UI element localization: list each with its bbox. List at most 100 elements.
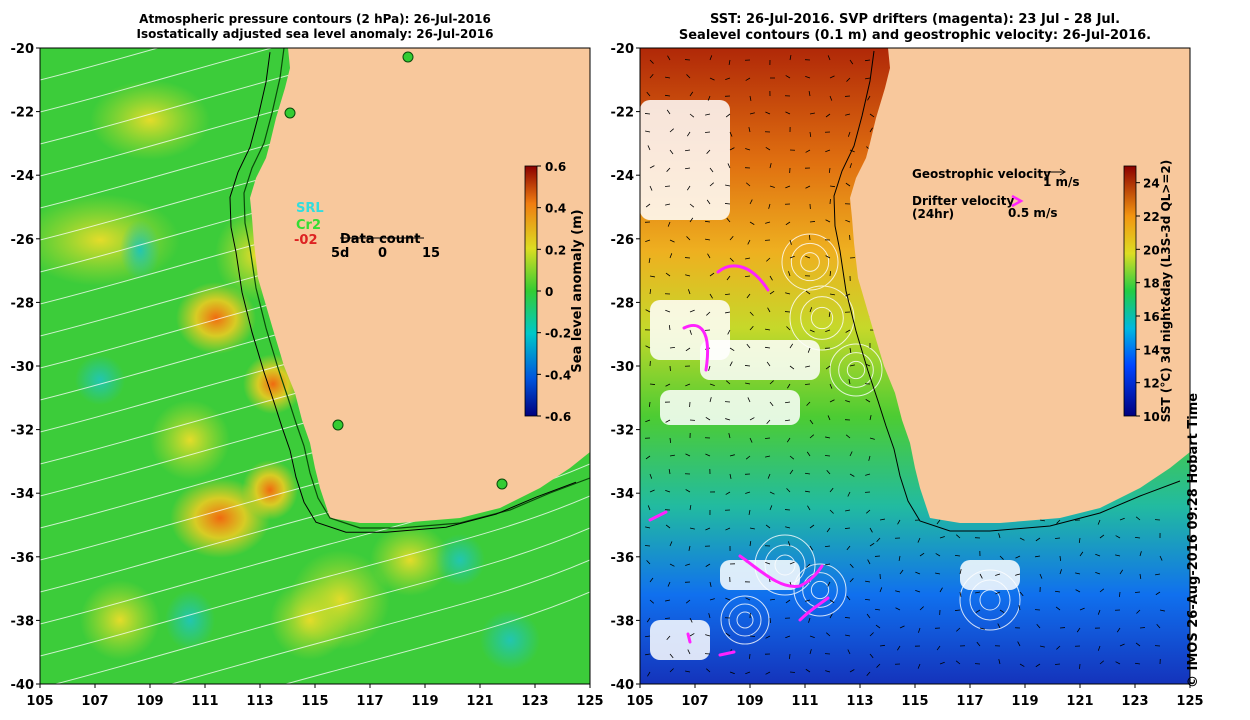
velocity-arrow — [705, 634, 711, 637]
left-xtick-label: 117 — [356, 694, 383, 709]
velocity-arrow — [847, 131, 851, 137]
velocity-arrow — [669, 128, 674, 133]
velocity-arrow — [1097, 645, 1101, 651]
velocity-arrow — [845, 400, 851, 403]
velocity-arrow — [787, 541, 791, 547]
velocity-arrow — [1159, 555, 1163, 561]
velocity-arrow — [875, 624, 881, 629]
right-xtick-label: 123 — [1121, 694, 1148, 709]
velocity-arrow — [729, 347, 735, 352]
left-station-legend: SRL Cr2 -02 — [294, 201, 324, 248]
velocity-arrow — [786, 437, 791, 443]
velocity-arrow — [725, 184, 731, 187]
velocity-arrow — [724, 293, 731, 296]
velocity-arrow — [647, 671, 651, 677]
velocity-arrow — [728, 433, 731, 439]
velocity-arrow — [849, 59, 854, 65]
velocity-arrow — [689, 203, 695, 208]
velocity-arrow — [935, 553, 941, 557]
sealevel-contour — [736, 611, 754, 629]
velocity-arrow — [707, 253, 711, 259]
velocity-arrow — [917, 537, 921, 543]
colorbar-tick-label: 0 — [545, 285, 553, 299]
tide-station-marker — [332, 419, 344, 431]
velocity-arrow — [806, 401, 811, 406]
left-shelf-line — [229, 52, 577, 533]
velocity-arrow — [807, 505, 811, 511]
velocity-arrow — [708, 365, 711, 371]
colorbar-tick-label: 22 — [1143, 210, 1160, 224]
velocity-arrow — [687, 649, 691, 655]
sealevel-contour — [754, 534, 816, 596]
velocity-arrow — [725, 311, 731, 314]
velocity-arrow — [847, 491, 851, 497]
velocity-arrow — [825, 436, 831, 439]
velocity-arrow — [845, 434, 851, 439]
velocity-arrow — [895, 607, 901, 611]
velocity-arrow — [769, 401, 774, 407]
velocity-arrow — [954, 555, 961, 557]
velocity-arrow — [869, 653, 874, 659]
right-xtick-label: 113 — [846, 694, 873, 709]
right-ytick-label: -26 — [611, 233, 635, 248]
velocity-arrow — [706, 668, 711, 673]
velocity-arrow — [709, 581, 712, 587]
sealevel-contour — [979, 589, 1001, 611]
velocity-arrow — [897, 645, 901, 651]
velocity-arrow — [769, 163, 772, 169]
velocity-arrow — [869, 632, 874, 637]
left-colorbar-ramp — [524, 165, 538, 417]
velocity-arrow — [1135, 642, 1141, 647]
velocity-arrow — [649, 599, 655, 604]
velocity-arrow — [786, 326, 791, 331]
sealevel-contour — [793, 563, 847, 617]
right-colorbar: 24 22 20 18 16 14 12 10 SST (°C) 3d night&day (… — [1123, 160, 1173, 424]
velocity-arrow — [809, 221, 816, 223]
velocity-arrow — [685, 489, 691, 493]
velocity-arrow — [645, 309, 651, 313]
sealevel-contour — [789, 285, 855, 351]
velocity-arrow — [915, 590, 921, 593]
velocity-arrow — [649, 473, 653, 479]
velocity-arrow — [646, 617, 651, 623]
right-cloud-gaps — [640, 100, 1020, 660]
anomaly-patch — [435, 534, 485, 586]
velocity-arrow — [686, 185, 691, 191]
velocity-arrow — [709, 272, 715, 277]
velocity-arrow — [936, 645, 941, 651]
velocity-arrow — [645, 526, 651, 529]
velocity-arrow — [845, 634, 851, 637]
velocity-arrow — [749, 112, 755, 115]
velocity-arrow — [725, 77, 731, 80]
velocity-arrow — [645, 345, 651, 349]
velocity-arrow — [726, 275, 731, 281]
velocity-arrow — [1056, 519, 1061, 524]
velocity-arrow — [646, 91, 651, 97]
velocity-arrow — [824, 455, 831, 457]
velocity-arrow — [785, 292, 791, 295]
right-ytick-label: -34 — [611, 487, 635, 502]
colorbar-tick-label: 16 — [1143, 310, 1160, 324]
velocity-arrow — [685, 599, 691, 604]
left-coastline — [243, 48, 590, 529]
velocity-arrow — [669, 541, 673, 547]
velocity-arrow — [865, 580, 871, 583]
velocity-arrow — [997, 623, 1001, 629]
velocity-arrow — [669, 563, 675, 567]
velocity-arrow — [809, 307, 813, 313]
velocity-arrow — [709, 293, 713, 299]
sealevel-contour — [720, 595, 770, 645]
anomaly-patch — [270, 580, 350, 660]
velocity-arrow — [1076, 627, 1081, 633]
right-xtick-label: 121 — [1066, 694, 1093, 709]
velocity-arrow — [725, 632, 731, 637]
velocity-arrow — [689, 113, 695, 118]
velocity-arrow — [725, 491, 731, 495]
velocity-arrow — [729, 454, 735, 457]
velocity-arrow — [649, 288, 652, 295]
velocity-arrow — [829, 613, 833, 619]
velocity-arrow — [709, 397, 712, 403]
velocity-arrow — [848, 379, 851, 385]
